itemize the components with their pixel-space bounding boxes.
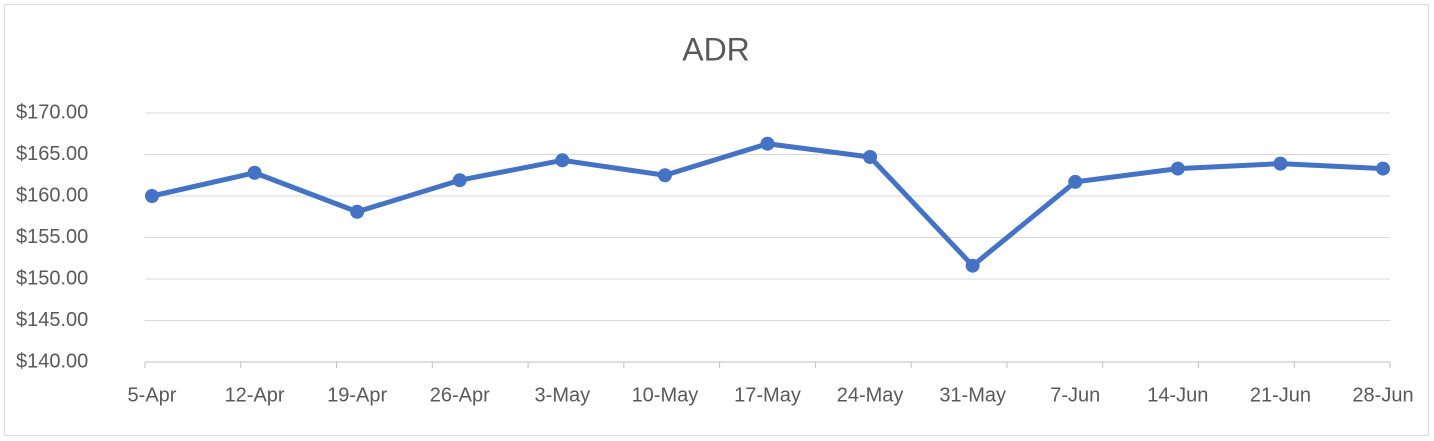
data-point — [1273, 156, 1288, 171]
data-point — [1068, 174, 1083, 189]
x-tick-label: 31-May — [939, 384, 1006, 406]
x-tick-label: 17-May — [734, 384, 801, 406]
y-tick-label: $145.00 — [16, 309, 88, 331]
x-tick-label: 7-Jun — [1050, 384, 1100, 406]
y-tick-label: $140.00 — [16, 350, 88, 372]
data-point — [350, 204, 365, 219]
chart-border — [4, 4, 1429, 436]
data-point — [145, 189, 159, 203]
x-tick-label: 14-Jun — [1147, 384, 1208, 406]
data-point — [863, 149, 878, 164]
data-point — [1376, 161, 1390, 176]
y-tick-label: $155.00 — [16, 226, 88, 248]
data-point — [965, 258, 980, 273]
x-tick-label: 28-Jun — [1352, 384, 1413, 406]
y-tick-label: $160.00 — [16, 184, 88, 206]
data-point — [1170, 161, 1185, 176]
x-tick-label: 3-May — [535, 384, 591, 406]
x-tick-label: 10-May — [632, 384, 699, 406]
x-tick-label: 21-Jun — [1250, 384, 1311, 406]
data-point — [760, 136, 775, 151]
x-tick-label: 19-Apr — [327, 384, 387, 406]
y-tick-label: $150.00 — [16, 267, 88, 289]
data-point — [657, 168, 672, 183]
x-tick-label: 26-Apr — [430, 384, 490, 406]
x-tick-label: 12-Apr — [225, 384, 285, 406]
chart-title: ADR — [682, 31, 750, 67]
data-point — [452, 173, 467, 188]
data-point — [247, 165, 262, 180]
data-point — [555, 153, 570, 168]
y-tick-label: $165.00 — [16, 143, 88, 165]
y-tick-label: $170.00 — [16, 101, 88, 123]
x-tick-label: 24-May — [837, 384, 904, 406]
x-tick-label: 5-Apr — [128, 384, 177, 406]
